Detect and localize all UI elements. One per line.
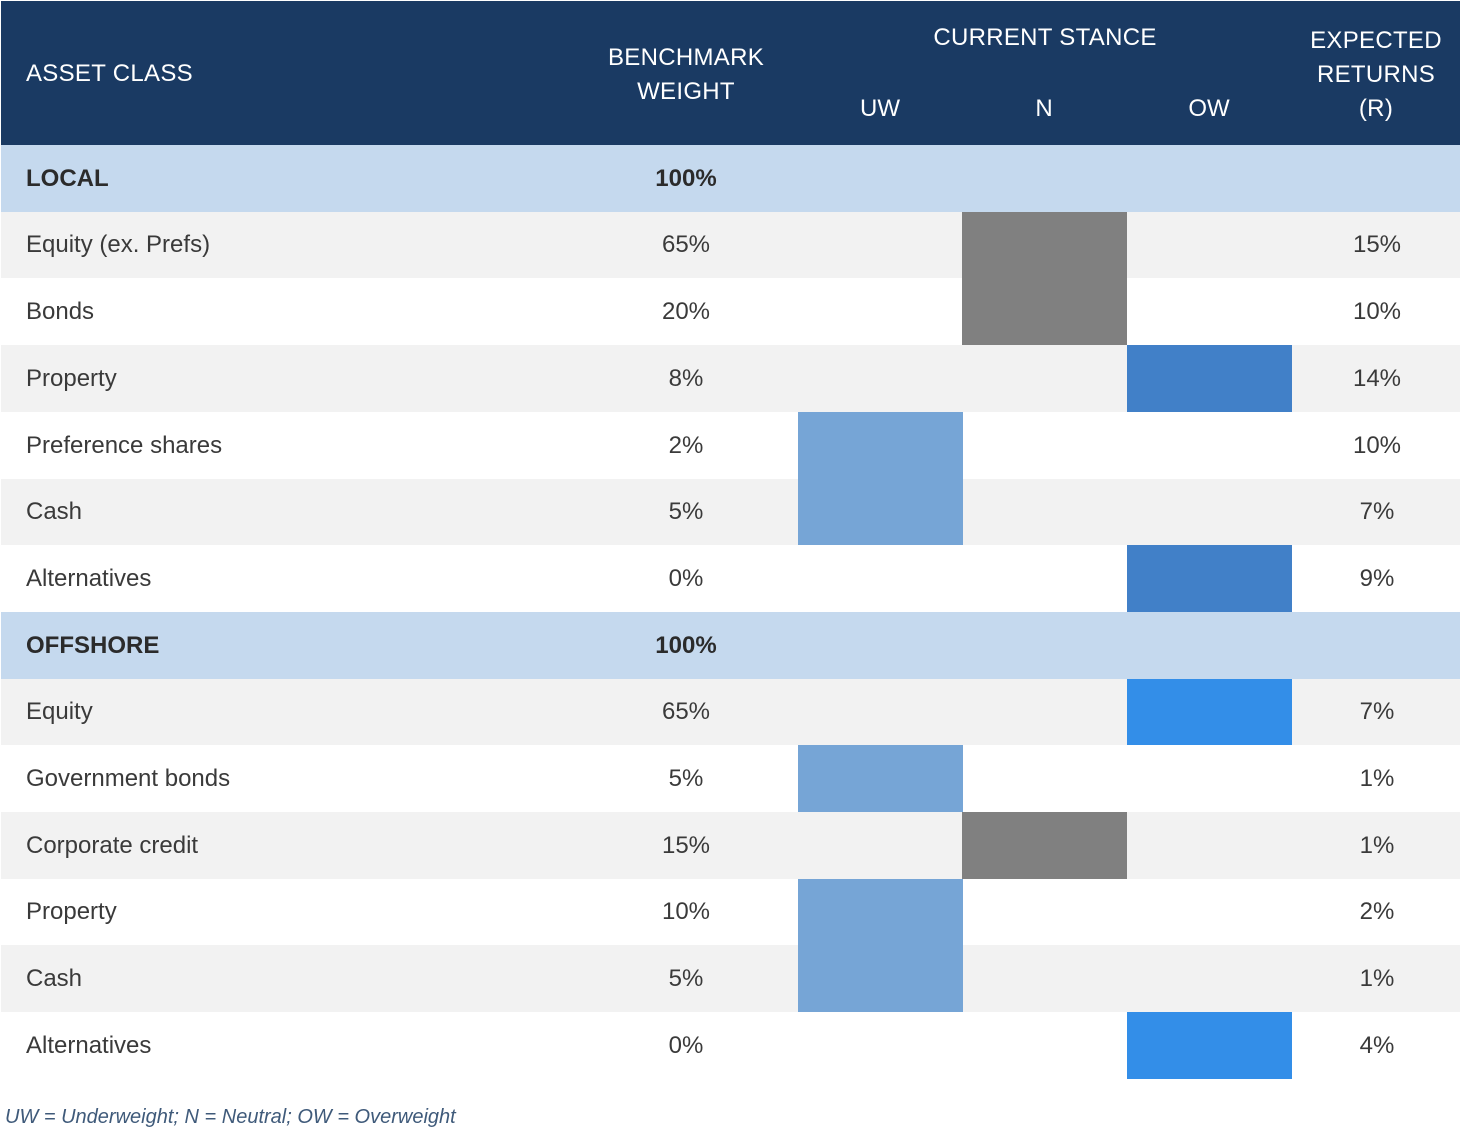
benchmark-weight-cell: 5% <box>668 964 704 992</box>
header-expected-returns: EXPECTED RETURNS (R) <box>1310 27 1442 122</box>
table-row: Corporate credit 15% 1% <box>1 812 1460 879</box>
asset-allocation-table: ASSET CLASS BENCHMARK WEIGHT CURRENT STA… <box>1 1 1460 1079</box>
expected-return-cell: 14% <box>1352 364 1402 392</box>
table-row: Preference shares 2% 10% <box>1 412 1460 479</box>
expected-return-cell: 7% <box>1359 698 1395 725</box>
expected-return-cell: 1% <box>1359 831 1395 859</box>
header-stance-n: N <box>1035 95 1053 122</box>
benchmark-weight-cell: 5% <box>668 764 704 792</box>
asset-class-cell: Cash <box>26 964 83 992</box>
expected-return-cell: 1% <box>1359 764 1395 792</box>
benchmark-weight-cell: 65% <box>661 231 711 258</box>
expected-return-cell: 10% <box>1352 297 1402 325</box>
table-header: ASSET CLASS BENCHMARK WEIGHT CURRENT STA… <box>1 1 1460 145</box>
section-label: LOCAL <box>26 164 109 192</box>
benchmark-weight-cell: 0% <box>668 1031 704 1059</box>
asset-class-cell: Corporate credit <box>26 831 199 859</box>
stance-mark-ow <box>1127 679 1292 745</box>
section-row: LOCAL 100% <box>1 145 1460 212</box>
stance-mark-uw <box>798 745 963 812</box>
asset-class-cell: Cash <box>26 498 83 525</box>
stance-mark-ow <box>1127 545 1292 612</box>
stance-mark-n <box>962 278 1127 345</box>
benchmark-weight-cell: 15% <box>661 831 711 859</box>
header-stance-ow: OW <box>1188 95 1230 122</box>
benchmark-weight-cell: 2% <box>668 431 704 459</box>
expected-return-cell: 15% <box>1352 231 1402 258</box>
table-row: Property 10% 2% <box>1 879 1460 945</box>
expected-return-cell: 10% <box>1352 431 1402 459</box>
benchmark-weight-cell: 10% <box>661 898 711 925</box>
expected-return-cell <box>1292 145 1460 212</box>
asset-class-cell: Bonds <box>26 297 95 325</box>
benchmark-weight-cell: 8% <box>668 364 704 392</box>
asset-class-cell: Property <box>26 898 117 925</box>
benchmark-weight-cell: 20% <box>661 297 711 325</box>
expected-return-cell: 4% <box>1359 1031 1395 1059</box>
expected-return-cell: 7% <box>1359 498 1395 525</box>
stance-mark-ow <box>1127 1012 1292 1079</box>
table-row: Bonds 20% 10% <box>1 278 1460 345</box>
section-row: OFFSHORE 100% <box>1 612 1460 679</box>
table-row: Equity 65% 7% <box>1 679 1460 745</box>
benchmark-weight-cell: 100% <box>655 164 717 192</box>
stance-mark-n <box>962 212 1127 278</box>
benchmark-weight-cell: 100% <box>655 631 717 659</box>
benchmark-weight-cell: 65% <box>661 698 711 725</box>
expected-return-cell <box>1292 612 1460 679</box>
table-row: Alternatives 0% 9% <box>1 545 1460 612</box>
table-row: Cash 5% 1% <box>1 945 1460 1012</box>
table-row: Alternatives 0% 4% <box>1 1012 1460 1079</box>
stance-mark-ow <box>1127 345 1292 412</box>
asset-class-cell: Equity <box>26 698 93 725</box>
header-asset-class: ASSET CLASS <box>26 60 193 87</box>
table-row: Cash 5% 7% <box>1 479 1460 545</box>
asset-class-cell: Alternatives <box>26 564 152 592</box>
table-row: Government bonds 5% 1% <box>1 745 1460 812</box>
asset-class-cell: Equity (ex. Prefs) <box>26 231 211 258</box>
table-row: Property 8% 14% <box>1 345 1460 412</box>
stance-mark-uw <box>798 412 963 479</box>
asset-class-cell: Government bonds <box>26 764 231 792</box>
stance-mark-n <box>962 812 1127 879</box>
section-label: OFFSHORE <box>26 631 160 659</box>
stance-mark-uw <box>798 945 963 1012</box>
asset-class-cell: Preference shares <box>26 431 223 459</box>
expected-return-cell: 2% <box>1359 898 1395 925</box>
header-stance-uw: UW <box>860 95 900 122</box>
header-benchmark-weight: BENCHMARK WEIGHT <box>607 44 765 105</box>
expected-return-cell: 9% <box>1359 564 1395 592</box>
header-current-stance: CURRENT STANCE <box>933 24 1157 51</box>
table-row: Equity (ex. Prefs) 65% 15% <box>1 212 1460 278</box>
benchmark-weight-cell: 0% <box>668 564 704 592</box>
stance-mark-uw <box>798 479 963 545</box>
benchmark-weight-cell: 5% <box>668 498 704 525</box>
asset-class-cell: Alternatives <box>26 1031 152 1059</box>
expected-return-cell: 1% <box>1359 964 1395 992</box>
stance-mark-uw <box>798 879 963 945</box>
asset-class-cell: Property <box>26 364 117 392</box>
legend-footnote: UW = Underweight; N = Neutral; OW = Over… <box>5 1106 456 1128</box>
